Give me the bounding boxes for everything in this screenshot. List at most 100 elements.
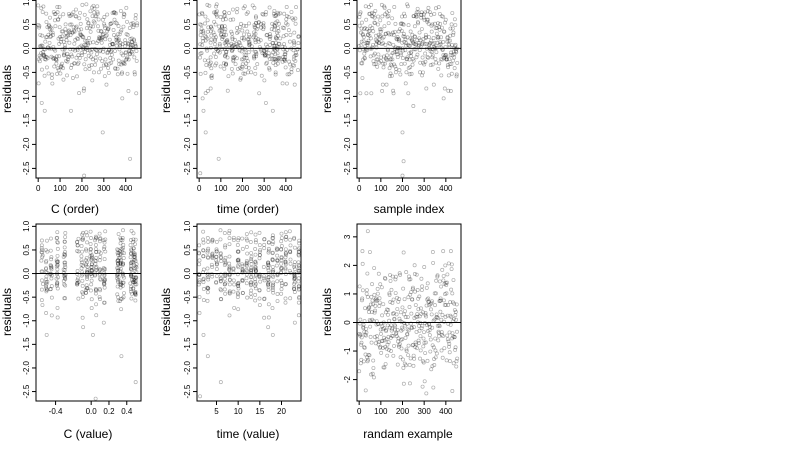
data-point xyxy=(206,239,211,244)
data-point xyxy=(423,311,428,316)
data-point xyxy=(266,282,271,287)
data-point xyxy=(44,258,49,263)
data-point xyxy=(116,232,121,236)
data-point xyxy=(267,35,272,39)
data-point xyxy=(441,278,446,283)
data-point xyxy=(79,254,84,259)
data-point xyxy=(206,255,211,260)
data-point xyxy=(210,265,215,269)
data-point xyxy=(366,352,371,357)
data-point xyxy=(94,249,99,254)
data-point xyxy=(405,332,410,337)
data-point xyxy=(441,29,446,34)
data-point xyxy=(198,22,203,27)
data-point xyxy=(69,22,74,27)
data-point xyxy=(288,62,293,67)
data-point xyxy=(437,42,442,47)
data-point xyxy=(386,308,391,312)
data-point xyxy=(439,73,444,78)
data-point xyxy=(378,33,383,38)
data-point xyxy=(128,272,133,277)
data-point xyxy=(437,61,442,66)
data-point xyxy=(62,274,67,279)
data-point xyxy=(275,30,279,35)
data-point xyxy=(46,24,51,28)
data-point xyxy=(220,36,225,41)
data-point xyxy=(261,21,266,26)
data-point xyxy=(116,275,121,280)
data-point xyxy=(38,44,43,48)
data-point xyxy=(85,233,90,238)
data-point xyxy=(257,303,262,307)
data-point xyxy=(415,288,420,292)
panel-sample-index: sample index residuals xyxy=(320,65,444,216)
data-point xyxy=(287,268,292,273)
data-point xyxy=(65,59,70,64)
data-point xyxy=(269,53,274,58)
data-point xyxy=(95,52,99,57)
data-point xyxy=(412,272,417,276)
data-point xyxy=(397,27,402,32)
data-point xyxy=(112,33,116,37)
data-point xyxy=(270,241,275,246)
data-point xyxy=(121,261,126,266)
data-point xyxy=(246,70,251,75)
data-point xyxy=(39,43,44,48)
data-point xyxy=(223,42,228,47)
data-point xyxy=(388,71,393,76)
data-point xyxy=(67,40,72,45)
data-point xyxy=(428,63,433,68)
data-point xyxy=(373,297,378,302)
data-point xyxy=(63,230,68,235)
data-point xyxy=(383,12,388,17)
data-point xyxy=(266,248,271,253)
data-point xyxy=(266,287,271,292)
data-point xyxy=(367,33,372,38)
data-point xyxy=(102,279,106,284)
data-point xyxy=(367,353,372,358)
data-point xyxy=(50,30,55,35)
data-point xyxy=(58,65,63,70)
data-point xyxy=(209,73,214,78)
data-point xyxy=(218,28,223,32)
data-point xyxy=(132,72,137,77)
data-point xyxy=(249,267,254,272)
data-point xyxy=(245,10,250,15)
data-point xyxy=(442,319,447,324)
data-point xyxy=(97,239,102,244)
data-point xyxy=(197,278,202,283)
data-point xyxy=(76,296,81,301)
data-point xyxy=(45,279,50,284)
data-point xyxy=(231,57,236,62)
data-point xyxy=(65,57,70,62)
data-point xyxy=(216,156,221,161)
data-point xyxy=(93,396,98,401)
data-point xyxy=(51,57,56,61)
data-point xyxy=(93,236,98,241)
data-point xyxy=(420,73,425,78)
data-point xyxy=(85,45,90,50)
data-point xyxy=(93,258,98,263)
data-point xyxy=(360,261,365,266)
data-point xyxy=(293,21,298,26)
data-point xyxy=(391,311,396,316)
data-point xyxy=(377,304,382,308)
data-point xyxy=(249,259,254,264)
data-point xyxy=(292,63,297,68)
data-point xyxy=(393,64,398,69)
data-point xyxy=(424,391,429,396)
data-point xyxy=(253,268,258,273)
data-point xyxy=(441,40,446,44)
data-point xyxy=(284,5,289,9)
data-point xyxy=(284,32,289,37)
data-point xyxy=(434,50,439,55)
data-point xyxy=(56,17,60,22)
data-point xyxy=(249,268,254,273)
data-point xyxy=(81,291,85,296)
data-point xyxy=(40,67,44,72)
data-point xyxy=(199,51,204,56)
data-point xyxy=(222,66,227,71)
data-point xyxy=(425,55,430,59)
y-tick-label: 0.5 xyxy=(22,18,31,30)
x-tick-label: 0.4 xyxy=(121,407,133,416)
